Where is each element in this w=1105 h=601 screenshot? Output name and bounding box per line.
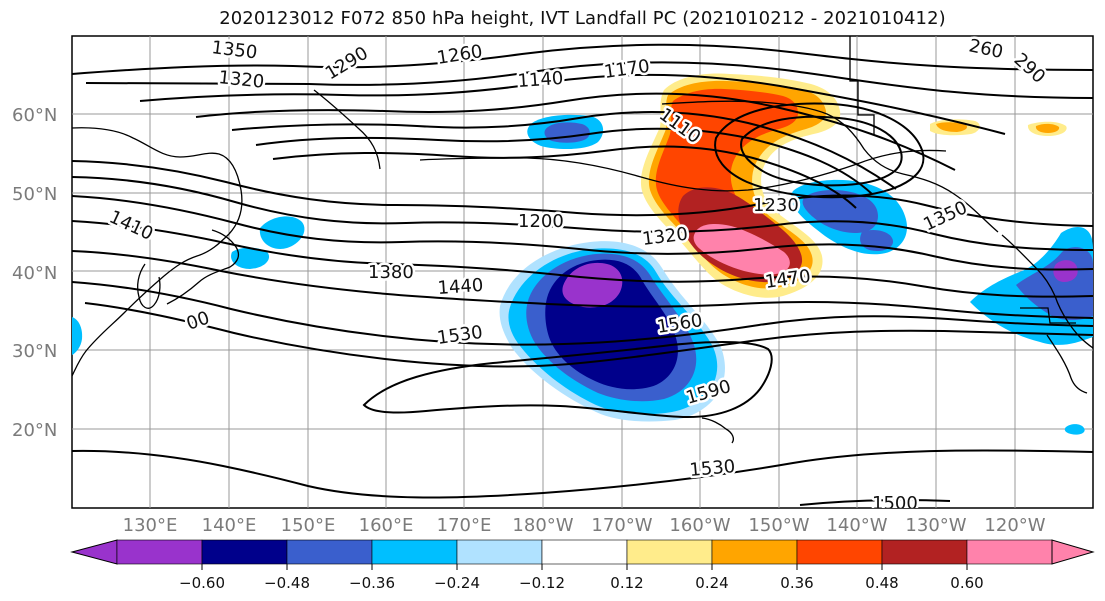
lon-label-170w: 170°W — [591, 515, 652, 536]
lon-label-150w: 150°W — [748, 515, 809, 536]
us-mexico-border — [1020, 307, 1076, 324]
japan-small-blue-patch — [231, 247, 270, 269]
negative-ivt-purple-core — [562, 262, 623, 308]
small-coast-blue-dot — [1064, 424, 1085, 435]
colorbar-segment-8 — [711, 539, 798, 565]
lon-label-140e: 140°E — [202, 515, 257, 536]
lon-label-130w: 130°W — [905, 515, 966, 536]
hawaii-islands — [701, 417, 734, 444]
colorbar-label-036: 0.36 — [780, 574, 813, 592]
northwest-canada-orange-patch — [1035, 123, 1060, 133]
negative-ivt-pc-region — [72, 114, 1093, 435]
colorbar-segment-9 — [796, 539, 883, 565]
map-title: 2020123012 F072 850 hPa height, IVT Land… — [219, 8, 946, 29]
contour-line-1500-south — [799, 499, 951, 506]
contour-label-2: 1320 — [217, 67, 265, 93]
lat-label-30n: 30°N — [12, 341, 57, 362]
lon-label-120w: 120°W — [984, 515, 1045, 536]
contour-label-20: 1500 — [872, 493, 918, 514]
asia-coastline — [72, 127, 243, 377]
colorbar-segment-2 — [201, 539, 288, 565]
colorbar-segment-6 — [541, 539, 628, 565]
colorbar-segment-5 — [456, 539, 543, 565]
lon-label-160e: 160°E — [359, 515, 414, 536]
colorbar-label-024: 0.24 — [695, 574, 728, 592]
contour-line-7 — [272, 145, 857, 209]
alaska-small-orange-patch — [936, 122, 967, 132]
contour-line-9 — [72, 176, 1093, 251]
closed-high — [362, 341, 773, 419]
positive-ivt-pink-core — [693, 224, 790, 275]
colorbar-ticks — [201, 564, 968, 570]
lon-label-170e: 170°E — [437, 515, 492, 536]
contour-line-13 — [72, 281, 1093, 346]
colorbar-left-extension — [70, 539, 118, 565]
closed-low-inner — [740, 115, 903, 187]
kamchatka-coastline — [313, 89, 381, 170]
contour-label-5: 1140 — [517, 68, 564, 92]
closed-low-outer — [714, 102, 925, 199]
colorbar-label-048: 0.48 — [865, 574, 898, 592]
lat-label-50n: 50°N — [12, 184, 57, 205]
colorbar-label-minus-024: −0.24 — [434, 574, 480, 592]
contour-label-9: 1200 — [518, 211, 564, 232]
contour-line-8 — [72, 160, 1093, 227]
lon-label-140w: 140°W — [826, 515, 887, 536]
contour-label-19: 1530 — [689, 456, 736, 481]
colorbar-label-minus-060: −0.60 — [179, 574, 225, 592]
colorbar-label-minus-048: −0.48 — [264, 574, 310, 592]
longitude-axis-labels: 130°E 140°E 150°E 160°E 170°E 180°W 170°… — [123, 515, 1046, 536]
contour-line-12 — [72, 250, 1093, 319]
colorbar-right-extension — [1051, 539, 1095, 565]
colorbar-segment-3 — [286, 539, 373, 565]
korea-coastline — [137, 263, 161, 309]
contour-label-10: 1230 — [753, 195, 799, 216]
colorbar-tick-labels: −0.60 −0.48 −0.36 −0.24 −0.12 0.12 0.24 … — [179, 574, 984, 592]
lon-label-160w: 160°W — [669, 515, 730, 536]
positive-ivt-pc-region — [640, 73, 1067, 298]
contour-line-14 — [84, 302, 1093, 368]
colorbar-segment-7 — [626, 539, 713, 565]
lat-label-20n: 20°N — [12, 420, 57, 441]
colorbar-label-060: 0.60 — [950, 574, 983, 592]
baja-coastline — [1046, 334, 1088, 394]
colorbar-segment-4 — [371, 539, 458, 565]
lat-label-60n: 60°N — [12, 105, 57, 126]
canada-border — [849, 36, 875, 135]
colorbar-label-minus-012: −0.12 — [519, 574, 565, 592]
japan-coastline — [166, 229, 240, 305]
contour-label-12: 1380 — [368, 262, 414, 283]
contour-label-13: 1440 — [437, 275, 484, 299]
colorbar-label-minus-036: −0.36 — [349, 574, 395, 592]
lon-label-180w: 180°W — [512, 515, 573, 536]
contour-line-4 — [195, 92, 956, 171]
lon-label-130e: 130°E — [123, 515, 178, 536]
colorbar-segment-1 — [116, 539, 203, 565]
lon-label-150e: 150°E — [281, 515, 336, 536]
contour-line-5 — [231, 110, 897, 190]
contour-line-11 — [72, 220, 1093, 298]
lat-label-40n: 40°N — [12, 263, 57, 284]
left-edge-blue-patch — [72, 317, 83, 355]
latitude-axis-labels: 60°N 50°N 40°N 30°N 20°N — [12, 105, 57, 441]
contour-line-6 — [255, 127, 873, 195]
contour-line-2 — [85, 61, 1093, 99]
contour-line-10 — [72, 195, 1093, 271]
height-contours — [72, 43, 1093, 506]
colorbar-segment-10 — [881, 539, 968, 565]
contour-line-1 — [72, 43, 1093, 75]
colorbar-label-012: 0.12 — [610, 574, 643, 592]
contour-line-1530-south — [72, 449, 1093, 499]
west-coast-purple-spot — [1053, 260, 1078, 282]
map-content: 1350 1320 1290 1260 1140 1170 1410 1110 … — [72, 36, 1093, 514]
contour-line-3 — [139, 73, 1006, 135]
colorbar-segment-11 — [966, 539, 1053, 565]
colorbar: −0.60 −0.48 −0.36 −0.24 −0.12 0.12 0.24 … — [70, 539, 1095, 592]
aleutian-blue-core — [544, 122, 590, 143]
